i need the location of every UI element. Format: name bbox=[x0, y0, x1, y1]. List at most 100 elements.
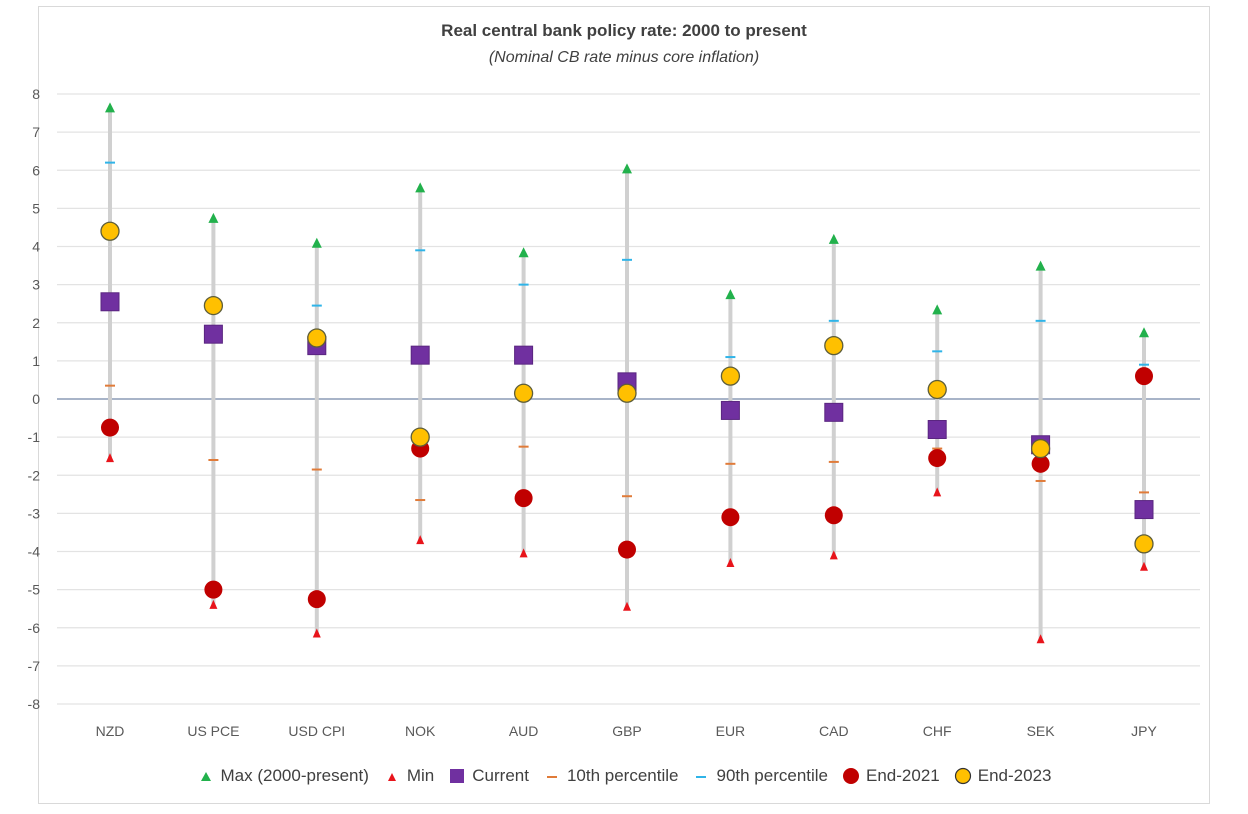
y-tick-label: -6 bbox=[28, 620, 41, 636]
point-min bbox=[416, 535, 425, 545]
legend-label: 90th percentile bbox=[716, 766, 829, 785]
x-tick-label: NZD bbox=[96, 723, 125, 739]
legend-marker-icon bbox=[954, 767, 971, 785]
y-tick-label: 5 bbox=[32, 200, 40, 216]
legend-label: End-2023 bbox=[977, 766, 1052, 785]
point-current bbox=[927, 420, 947, 439]
y-tick-label: 8 bbox=[32, 86, 40, 102]
legend-marker-icon bbox=[843, 768, 860, 784]
y-tick-label: -3 bbox=[28, 505, 41, 521]
x-tick-label: CHF bbox=[923, 723, 952, 739]
chart-subtitle: (Nominal CB rate minus core inflation) bbox=[488, 49, 760, 66]
point-max-2000-present- bbox=[1035, 260, 1046, 271]
point-max-2000-present- bbox=[311, 237, 322, 248]
y-tick-label: -5 bbox=[28, 582, 41, 598]
legend-marker-icon bbox=[200, 772, 211, 781]
y-tick-label: 6 bbox=[32, 162, 40, 178]
point-end-2023 bbox=[410, 427, 430, 447]
point-min bbox=[312, 628, 321, 638]
point-end-2021 bbox=[824, 506, 843, 525]
y-tick-label: 2 bbox=[32, 315, 40, 331]
point-current bbox=[1134, 500, 1154, 520]
point-end-2021 bbox=[618, 540, 636, 559]
y-tick-label: -4 bbox=[28, 544, 41, 560]
point-end-2023 bbox=[1030, 438, 1051, 459]
point-max-2000-present- bbox=[415, 182, 426, 193]
legend-label: Min bbox=[406, 766, 435, 785]
point-end-2023 bbox=[100, 221, 120, 241]
x-tick-label: AUD bbox=[509, 723, 539, 739]
point-end-2021 bbox=[307, 590, 326, 609]
point-end-2023 bbox=[307, 328, 327, 348]
point-min bbox=[829, 550, 838, 560]
point-max-2000-present- bbox=[828, 233, 839, 244]
point-end-2023 bbox=[824, 335, 844, 356]
y-tick-label: -7 bbox=[28, 658, 41, 674]
point-min bbox=[519, 548, 528, 558]
point-end-2021 bbox=[101, 418, 119, 437]
legend-item: 10th percentile bbox=[543, 766, 679, 786]
point-current bbox=[100, 292, 120, 312]
x-tick-label: NOK bbox=[405, 723, 436, 739]
legend-marker-icon bbox=[387, 773, 396, 781]
y-tick-label: -8 bbox=[28, 696, 41, 712]
legend: Max (2000-present) Min Current 10th percent… bbox=[0, 766, 1248, 786]
point-min bbox=[726, 557, 735, 567]
x-tick-label: GBP bbox=[612, 723, 642, 739]
chart-title: Real central bank policy rate: 2000 to p… bbox=[441, 21, 807, 40]
point-end-2021 bbox=[721, 508, 740, 527]
x-tick-label: USD CPI bbox=[288, 723, 345, 739]
x-tick-label: SEK bbox=[1027, 723, 1056, 739]
legend-item: End-2021 bbox=[842, 766, 940, 786]
point-end-2023 bbox=[927, 379, 947, 400]
point-current bbox=[514, 345, 534, 365]
point-current bbox=[203, 324, 223, 344]
point-end-2023 bbox=[617, 383, 637, 403]
point-min bbox=[623, 601, 631, 611]
legend-item: Current bbox=[448, 766, 529, 786]
point-end-2021 bbox=[1135, 367, 1153, 386]
point-max-2000-present- bbox=[105, 102, 115, 113]
point-max-2000-present- bbox=[725, 289, 736, 300]
point-current bbox=[410, 345, 430, 365]
point-min bbox=[1140, 561, 1148, 571]
legend-item: End-2023 bbox=[954, 766, 1052, 786]
point-min bbox=[1036, 634, 1045, 644]
x-tick-label: US PCE bbox=[187, 723, 239, 739]
point-end-2021 bbox=[928, 449, 947, 468]
point-max-2000-present- bbox=[1139, 327, 1149, 338]
y-tick-label: 7 bbox=[32, 124, 40, 140]
point-end-2021 bbox=[514, 489, 533, 508]
legend-label: Current bbox=[472, 766, 529, 785]
y-tick-label: -1 bbox=[28, 429, 41, 445]
legend-item: Min bbox=[383, 766, 434, 786]
legend-label: Max (2000-present) bbox=[220, 766, 369, 785]
legend-marker-icon bbox=[696, 776, 707, 778]
point-max-2000-present- bbox=[622, 163, 632, 174]
point-max-2000-present- bbox=[518, 247, 529, 258]
legend-marker-icon bbox=[546, 776, 557, 778]
legend-item: Max (2000-present) bbox=[197, 766, 369, 786]
point-end-2023 bbox=[203, 295, 224, 316]
point-min bbox=[209, 599, 218, 609]
y-tick-label: 4 bbox=[32, 239, 40, 255]
y-tick-label: 3 bbox=[32, 277, 40, 293]
legend-item: 90th percentile bbox=[692, 766, 828, 786]
x-tick-label: JPY bbox=[1131, 723, 1157, 739]
point-current bbox=[720, 400, 740, 420]
point-min bbox=[106, 453, 114, 463]
chart-frame bbox=[38, 6, 1210, 804]
point-end-2021 bbox=[1031, 454, 1050, 473]
y-tick-label: 0 bbox=[32, 391, 40, 407]
point-end-2023 bbox=[1134, 534, 1154, 554]
y-tick-label: -2 bbox=[28, 467, 41, 483]
point-max-2000-present- bbox=[208, 212, 219, 223]
x-tick-label: EUR bbox=[716, 723, 746, 739]
legend-label: 10th percentile bbox=[566, 766, 679, 785]
legend-marker-icon bbox=[450, 769, 465, 783]
point-current bbox=[824, 402, 844, 422]
point-end-2023 bbox=[720, 366, 741, 386]
point-max-2000-present- bbox=[932, 304, 943, 315]
y-tick-label: 1 bbox=[32, 353, 40, 369]
